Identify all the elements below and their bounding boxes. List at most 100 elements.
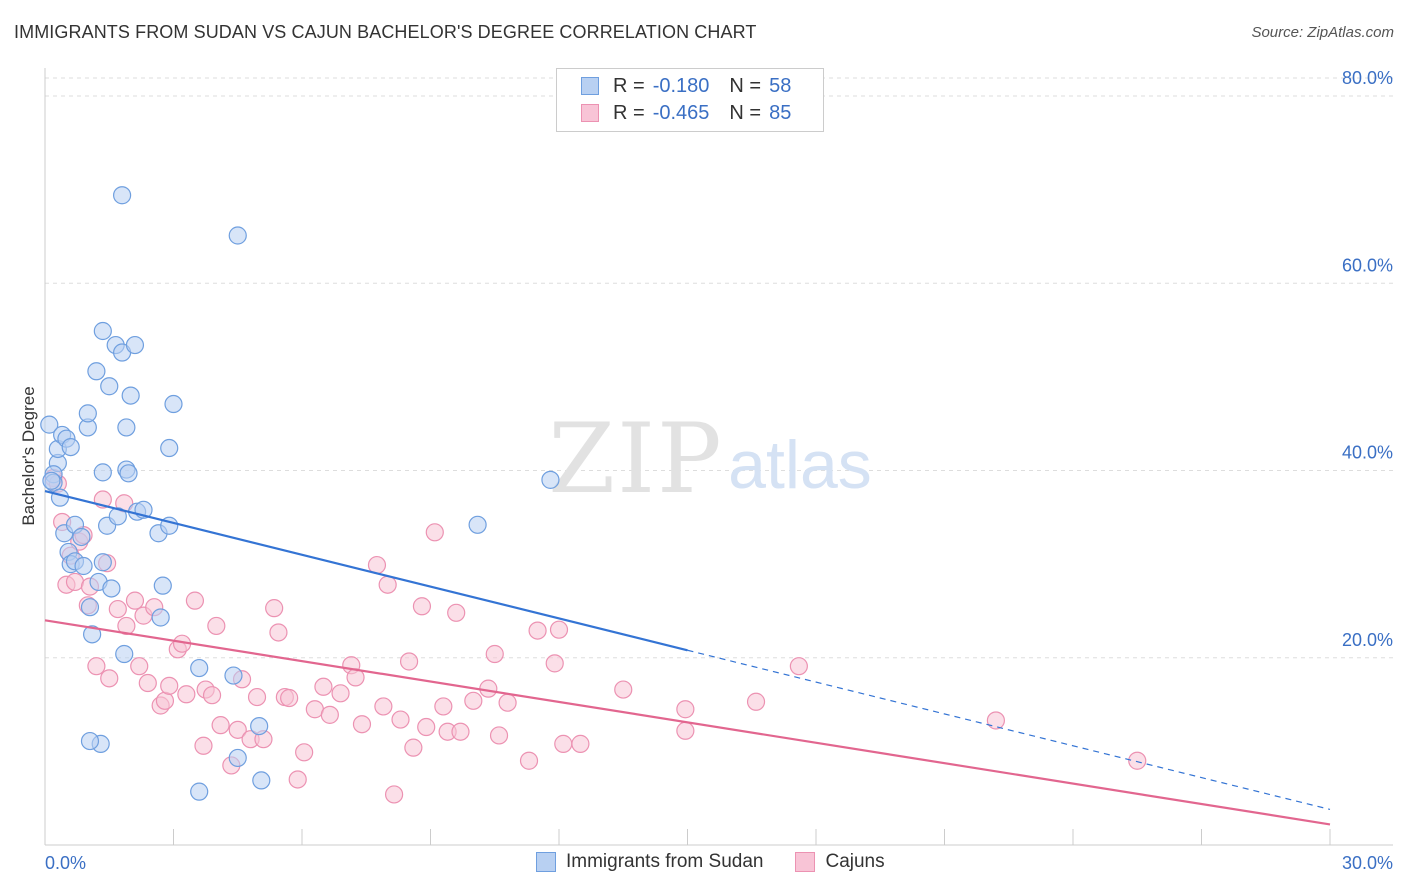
cajun-point[interactable]: [554, 734, 573, 753]
y-tick-label: 20.0%: [1342, 630, 1393, 650]
cajun-point[interactable]: [434, 697, 453, 716]
sudan-point[interactable]: [100, 377, 119, 396]
cajun-point[interactable]: [87, 657, 106, 676]
cajun-point[interactable]: [269, 623, 288, 642]
cajun-point[interactable]: [288, 770, 307, 789]
sudan-point[interactable]: [40, 415, 59, 434]
sudan-point[interactable]: [74, 556, 93, 576]
cajun-point[interactable]: [295, 743, 314, 762]
sudan-point[interactable]: [78, 404, 97, 423]
cajun-point[interactable]: [498, 693, 517, 712]
cajun-point[interactable]: [489, 726, 509, 745]
sudan-point[interactable]: [151, 608, 170, 627]
sudan-point[interactable]: [72, 527, 91, 547]
cajun-point[interactable]: [331, 684, 350, 703]
sudan-point[interactable]: [102, 579, 121, 598]
sudan-point[interactable]: [93, 463, 112, 482]
sudan-point[interactable]: [153, 576, 172, 595]
cajun-point[interactable]: [320, 705, 339, 724]
cajun-point[interactable]: [117, 616, 136, 636]
cajun-point[interactable]: [130, 657, 149, 676]
cajun-point[interactable]: [549, 620, 569, 639]
cajun-point[interactable]: [108, 599, 127, 619]
sudan-point[interactable]: [121, 386, 140, 405]
sudan-point[interactable]: [119, 464, 138, 483]
cajun-point[interactable]: [100, 669, 119, 688]
sudan-point[interactable]: [93, 553, 112, 572]
cajun-point[interactable]: [676, 700, 695, 719]
cajun-point[interactable]: [160, 676, 179, 695]
sudan-point[interactable]: [160, 438, 179, 458]
sudan-points: [40, 186, 560, 801]
cajun-point[interactable]: [789, 657, 808, 676]
cajun-point[interactable]: [374, 697, 393, 716]
cajun-point[interactable]: [451, 722, 470, 741]
sudan-point[interactable]: [87, 362, 106, 381]
sudan-point[interactable]: [190, 658, 209, 678]
cajun-point[interactable]: [986, 711, 1006, 730]
sudan-point[interactable]: [468, 515, 487, 534]
sudan-point[interactable]: [190, 782, 209, 801]
sudan-point[interactable]: [50, 488, 70, 507]
legend-item-sudan[interactable]: Immigrants from Sudan: [536, 851, 763, 873]
cajun-point[interactable]: [177, 685, 196, 704]
sudan-point[interactable]: [125, 335, 145, 355]
sudan-point[interactable]: [61, 437, 80, 457]
cajun-point[interactable]: [425, 523, 444, 542]
sudan-point[interactable]: [80, 731, 100, 751]
correlation-legend: R = -0.180 N = 58 R = -0.465 N = 85: [556, 68, 824, 132]
sudan-point[interactable]: [224, 666, 243, 685]
cajun-point[interactable]: [384, 785, 404, 804]
r-value: -0.465: [652, 101, 710, 124]
cajun-point[interactable]: [202, 686, 222, 705]
cajun-point[interactable]: [545, 654, 564, 673]
cajun-point[interactable]: [676, 721, 695, 740]
cajun-point[interactable]: [65, 572, 85, 592]
cajun-point[interactable]: [280, 688, 299, 708]
cajun-point[interactable]: [404, 738, 423, 757]
cajun-point[interactable]: [228, 720, 247, 739]
cajun-point[interactable]: [479, 679, 498, 698]
sudan-point[interactable]: [112, 186, 132, 205]
cajun-point[interactable]: [464, 691, 483, 710]
sudan-point[interactable]: [541, 470, 560, 489]
cajun-point[interactable]: [417, 717, 436, 737]
sudan-point[interactable]: [83, 625, 102, 644]
sudan-point[interactable]: [42, 471, 61, 490]
cajun-point[interactable]: [352, 715, 372, 734]
cajun-point[interactable]: [447, 603, 466, 622]
cajun-point[interactable]: [185, 591, 205, 610]
cajun-point[interactable]: [1128, 751, 1147, 770]
cajun-point[interactable]: [207, 616, 226, 636]
cajun-point[interactable]: [314, 677, 333, 696]
cajun-point[interactable]: [138, 673, 157, 693]
cajun-point[interactable]: [412, 597, 432, 616]
sudan-point[interactable]: [250, 716, 269, 736]
cajun-point[interactable]: [194, 736, 213, 755]
cajun-point[interactable]: [265, 599, 284, 618]
cajun-point[interactable]: [211, 716, 230, 735]
cajun-point[interactable]: [247, 687, 267, 707]
cajun-point[interactable]: [125, 591, 145, 610]
sudan-point[interactable]: [93, 321, 112, 341]
cajun-point[interactable]: [378, 575, 397, 594]
sudan-point[interactable]: [80, 598, 100, 617]
sudan-point[interactable]: [228, 748, 247, 768]
legend-item-cajun[interactable]: Cajuns: [795, 851, 885, 873]
sudan-point[interactable]: [164, 394, 183, 414]
sudan-point[interactable]: [252, 771, 271, 790]
cajun-point[interactable]: [391, 710, 410, 729]
sudan-point[interactable]: [228, 226, 247, 245]
sudan-point[interactable]: [108, 507, 127, 526]
cajun-point[interactable]: [614, 680, 633, 699]
cajun-point[interactable]: [155, 691, 175, 710]
cajun-point[interactable]: [528, 621, 547, 640]
cajun-point[interactable]: [746, 692, 766, 711]
n-value: 58: [769, 74, 792, 97]
sudan-point[interactable]: [115, 644, 134, 664]
cajun-point[interactable]: [485, 644, 504, 664]
cajun-point[interactable]: [399, 652, 419, 671]
cajun-point[interactable]: [519, 751, 539, 770]
sudan-point[interactable]: [117, 418, 136, 437]
cajun-point[interactable]: [571, 734, 590, 753]
